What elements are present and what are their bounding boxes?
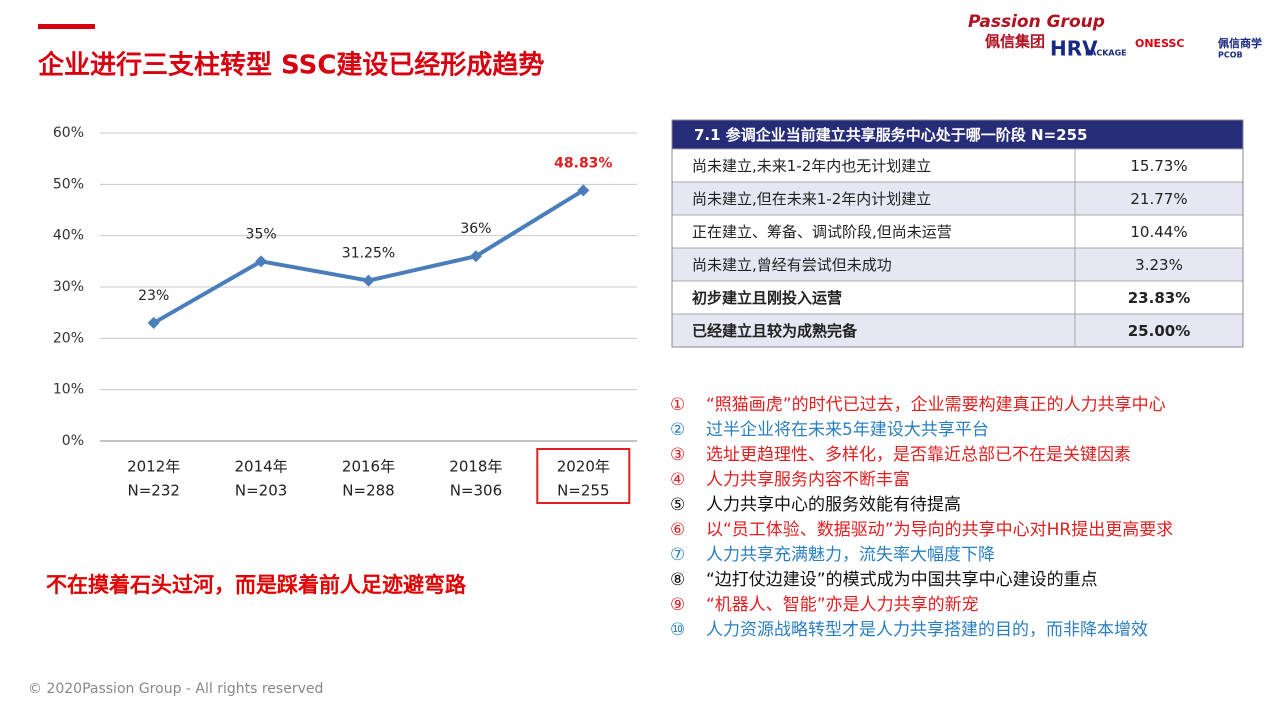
point-text: 人力共享中心的服务效能有待提高 [706, 495, 961, 515]
slide-title: 企业进行三支柱转型 SSC建设已经形成趋势 [38, 50, 544, 81]
logo-text: 佩信商学 [1218, 36, 1262, 50]
logo-text: 佩信集团 [985, 33, 1045, 51]
y-tick-label: 30% [53, 279, 84, 295]
table-cell: 10.44% [1130, 223, 1187, 241]
title-bar [38, 24, 95, 29]
slogan: 不在摸着石头过河，而是踩着前人足迹避弯路 [46, 573, 467, 597]
table-cell: 25.00% [1128, 322, 1190, 340]
table-cell: 23.83% [1128, 289, 1190, 307]
logo-text: HRV [1050, 37, 1098, 61]
table-row [671, 247, 1244, 282]
point-marker: ① [670, 395, 685, 415]
data-label: 35% [246, 226, 277, 242]
point-marker: ⑨ [670, 595, 685, 615]
y-tick-label: 20% [53, 330, 84, 346]
point-text: 过半企业将在未来5年建设大共享平台 [706, 420, 989, 440]
data-point [469, 250, 482, 263]
x-tick-label: 2016年 [342, 458, 395, 476]
table-cell: 尚未建立,曾经有尝试但未成功 [692, 256, 892, 274]
table-cell: 初步建立且刚投入运营 [692, 289, 842, 307]
x-sample-size: N=255 [557, 482, 609, 500]
x-tick-label: 2018年 [449, 458, 502, 476]
point-marker: ④ [670, 470, 685, 490]
table-row [671, 181, 1244, 216]
x-sample-size: N=203 [235, 482, 287, 500]
point-text: 人力共享充满魅力，流失率大幅度下降 [706, 545, 995, 565]
table-row [671, 313, 1244, 348]
y-tick-label: 60% [53, 125, 84, 141]
data-point [147, 316, 160, 329]
point-text: “机器人、智能”亦是人力共享的新宠 [706, 595, 979, 615]
data-point [255, 255, 268, 268]
data-label: 48.83% [554, 155, 612, 171]
x-sample-size: N=306 [450, 482, 502, 500]
data-point [362, 274, 375, 287]
table-cell: 已经建立且较为成熟完备 [692, 322, 858, 340]
x-tick-label: 2014年 [235, 458, 288, 476]
table-cell: 3.23% [1135, 256, 1183, 274]
point-marker: ⑩ [670, 620, 685, 640]
table-cell: 尚未建立,但在未来1-2年内计划建立 [692, 190, 931, 208]
table-cell: 21.77% [1130, 190, 1187, 208]
point-marker: ⑥ [670, 520, 685, 540]
footer: © 2020Passion Group - All rights reserve… [28, 681, 323, 697]
point-text: “照猫画虎”的时代已过去，企业需要构建真正的人力共享中心 [706, 395, 1166, 415]
point-text: 选址更趋理性、多样化，是否靠近总部已不在是关键因素 [706, 445, 1131, 465]
point-marker: ⑧ [670, 570, 685, 590]
logo-text: PCOB [1218, 51, 1243, 60]
point-marker: ③ [670, 445, 685, 465]
table-title: 7.1 参调企业当前建立共享服务中心处于哪一阶段 N=255 [694, 126, 1087, 144]
point-text: 以“员工体验、数据驱动”为导向的共享中心对HR提出更高要求 [706, 520, 1173, 540]
y-tick-label: 50% [53, 176, 84, 192]
x-sample-size: N=288 [342, 482, 394, 500]
table-cell: 正在建立、筹备、调试阶段,但尚未运营 [692, 223, 952, 241]
y-tick-label: 10% [53, 382, 84, 398]
logo-text: Passion Group [968, 12, 1105, 32]
table-cell: 15.73% [1130, 157, 1187, 175]
y-tick-label: 40% [53, 228, 84, 244]
logo-text: PACKAGE [1085, 49, 1127, 58]
x-sample-size: N=232 [127, 482, 179, 500]
y-tick-label: 0% [62, 433, 84, 449]
table-border [671, 119, 1244, 348]
data-label: 36% [460, 221, 491, 237]
highlight-box [536, 448, 631, 504]
x-tick-label: 2012年 [127, 458, 180, 476]
data-label: 23% [138, 288, 169, 304]
data-point [577, 184, 590, 197]
point-text: “边打仗边建设”的模式成为中国共享中心建设的重点 [706, 570, 1098, 590]
point-marker: ⑦ [670, 545, 685, 565]
table-header [672, 120, 1243, 149]
point-marker: ⑤ [670, 495, 685, 515]
point-text: 人力资源战略转型才是人力共享搭建的目的，而非降本增效 [706, 620, 1148, 640]
point-marker: ② [670, 420, 685, 440]
table-row [671, 148, 1244, 183]
point-text: 人力共享服务内容不断丰富 [706, 470, 910, 490]
x-tick-label: 2020年 [557, 458, 610, 476]
logo-text: ONESSC [1135, 37, 1185, 50]
data-label: 31.25% [342, 246, 395, 262]
table-cell: 尚未建立,未来1-2年内也无计划建立 [692, 157, 931, 175]
